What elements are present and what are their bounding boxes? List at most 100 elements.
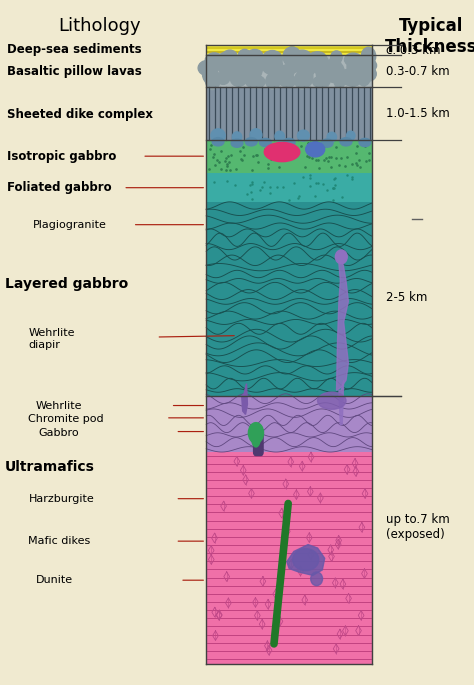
Ellipse shape: [279, 65, 293, 81]
Ellipse shape: [250, 129, 262, 141]
Bar: [206, 202, 372, 396]
Ellipse shape: [359, 138, 371, 147]
Ellipse shape: [357, 70, 370, 86]
Ellipse shape: [335, 250, 347, 264]
Ellipse shape: [262, 51, 282, 68]
Ellipse shape: [347, 60, 361, 75]
Ellipse shape: [314, 55, 329, 72]
Text: Ultramafics: Ultramafics: [5, 460, 95, 474]
Ellipse shape: [230, 68, 247, 86]
Ellipse shape: [286, 58, 299, 73]
Text: Lithology: Lithology: [58, 17, 141, 35]
Text: 2-5 km: 2-5 km: [386, 292, 428, 304]
Ellipse shape: [231, 139, 243, 147]
Ellipse shape: [275, 131, 284, 142]
FancyBboxPatch shape: [254, 428, 263, 456]
Ellipse shape: [230, 64, 247, 79]
Ellipse shape: [345, 53, 362, 66]
Ellipse shape: [306, 142, 325, 157]
Ellipse shape: [198, 60, 218, 76]
Ellipse shape: [318, 392, 346, 410]
Text: up to.7 km
(exposed): up to.7 km (exposed): [386, 514, 450, 541]
Ellipse shape: [362, 67, 376, 81]
Ellipse shape: [347, 58, 359, 75]
Bar: [206, 49, 372, 51]
Ellipse shape: [346, 132, 355, 140]
Bar: [206, 55, 372, 87]
Ellipse shape: [232, 132, 242, 142]
Bar: [206, 140, 372, 173]
Polygon shape: [287, 545, 325, 575]
Ellipse shape: [222, 50, 237, 62]
Ellipse shape: [309, 52, 326, 63]
Text: c. 0.3 km: c. 0.3 km: [386, 44, 441, 56]
Text: Gabbro: Gabbro: [38, 428, 79, 438]
Ellipse shape: [246, 138, 257, 146]
Text: Isotropic gabbro: Isotropic gabbro: [7, 150, 117, 162]
Ellipse shape: [292, 549, 319, 571]
Ellipse shape: [328, 56, 341, 75]
Ellipse shape: [283, 47, 301, 66]
Text: Wehrlite: Wehrlite: [36, 401, 82, 410]
Text: Dunite: Dunite: [36, 575, 73, 585]
Ellipse shape: [294, 53, 312, 72]
Ellipse shape: [246, 75, 265, 88]
Ellipse shape: [252, 58, 266, 69]
Ellipse shape: [316, 64, 328, 83]
Ellipse shape: [313, 76, 330, 88]
Ellipse shape: [295, 71, 310, 89]
Ellipse shape: [237, 49, 252, 66]
Ellipse shape: [293, 50, 311, 62]
Ellipse shape: [232, 58, 253, 71]
Ellipse shape: [283, 138, 295, 147]
Text: Plagiogranite: Plagiogranite: [33, 220, 107, 229]
Bar: [206, 173, 372, 202]
Ellipse shape: [279, 75, 296, 87]
Ellipse shape: [327, 132, 337, 142]
Ellipse shape: [334, 68, 346, 88]
Ellipse shape: [341, 68, 360, 86]
Bar: [206, 452, 372, 664]
Ellipse shape: [340, 138, 352, 146]
Ellipse shape: [248, 69, 261, 82]
Ellipse shape: [297, 130, 309, 141]
Ellipse shape: [211, 129, 225, 142]
Ellipse shape: [252, 430, 260, 447]
Ellipse shape: [222, 67, 238, 79]
Polygon shape: [339, 380, 344, 425]
Text: 1.0-1.5 km: 1.0-1.5 km: [386, 108, 450, 120]
Bar: [206, 51, 372, 53]
Bar: [206, 87, 372, 140]
Ellipse shape: [360, 59, 376, 72]
Ellipse shape: [314, 62, 333, 75]
Polygon shape: [242, 384, 247, 414]
Text: Basaltic pillow lavas: Basaltic pillow lavas: [7, 66, 142, 78]
Ellipse shape: [346, 75, 360, 86]
Ellipse shape: [263, 61, 283, 75]
Text: Foliated gabbro: Foliated gabbro: [7, 182, 112, 194]
Ellipse shape: [248, 423, 264, 443]
Bar: [206, 53, 372, 55]
Ellipse shape: [266, 73, 280, 89]
Ellipse shape: [301, 66, 313, 86]
Bar: [206, 45, 372, 47]
Ellipse shape: [281, 65, 294, 77]
Ellipse shape: [233, 62, 253, 82]
Ellipse shape: [361, 47, 376, 65]
Ellipse shape: [361, 63, 373, 79]
Text: Mafic dikes: Mafic dikes: [28, 536, 91, 546]
Ellipse shape: [271, 58, 283, 72]
Ellipse shape: [205, 70, 220, 90]
Text: Layered gabbro: Layered gabbro: [5, 277, 128, 291]
Bar: [206, 45, 372, 55]
Ellipse shape: [208, 58, 220, 72]
Ellipse shape: [311, 572, 322, 586]
Ellipse shape: [219, 61, 238, 77]
Ellipse shape: [268, 68, 283, 82]
Ellipse shape: [217, 72, 229, 84]
Ellipse shape: [331, 51, 342, 64]
Text: Sheeted dike complex: Sheeted dike complex: [7, 108, 153, 121]
Ellipse shape: [202, 66, 217, 83]
Ellipse shape: [326, 71, 344, 83]
Polygon shape: [337, 257, 348, 390]
